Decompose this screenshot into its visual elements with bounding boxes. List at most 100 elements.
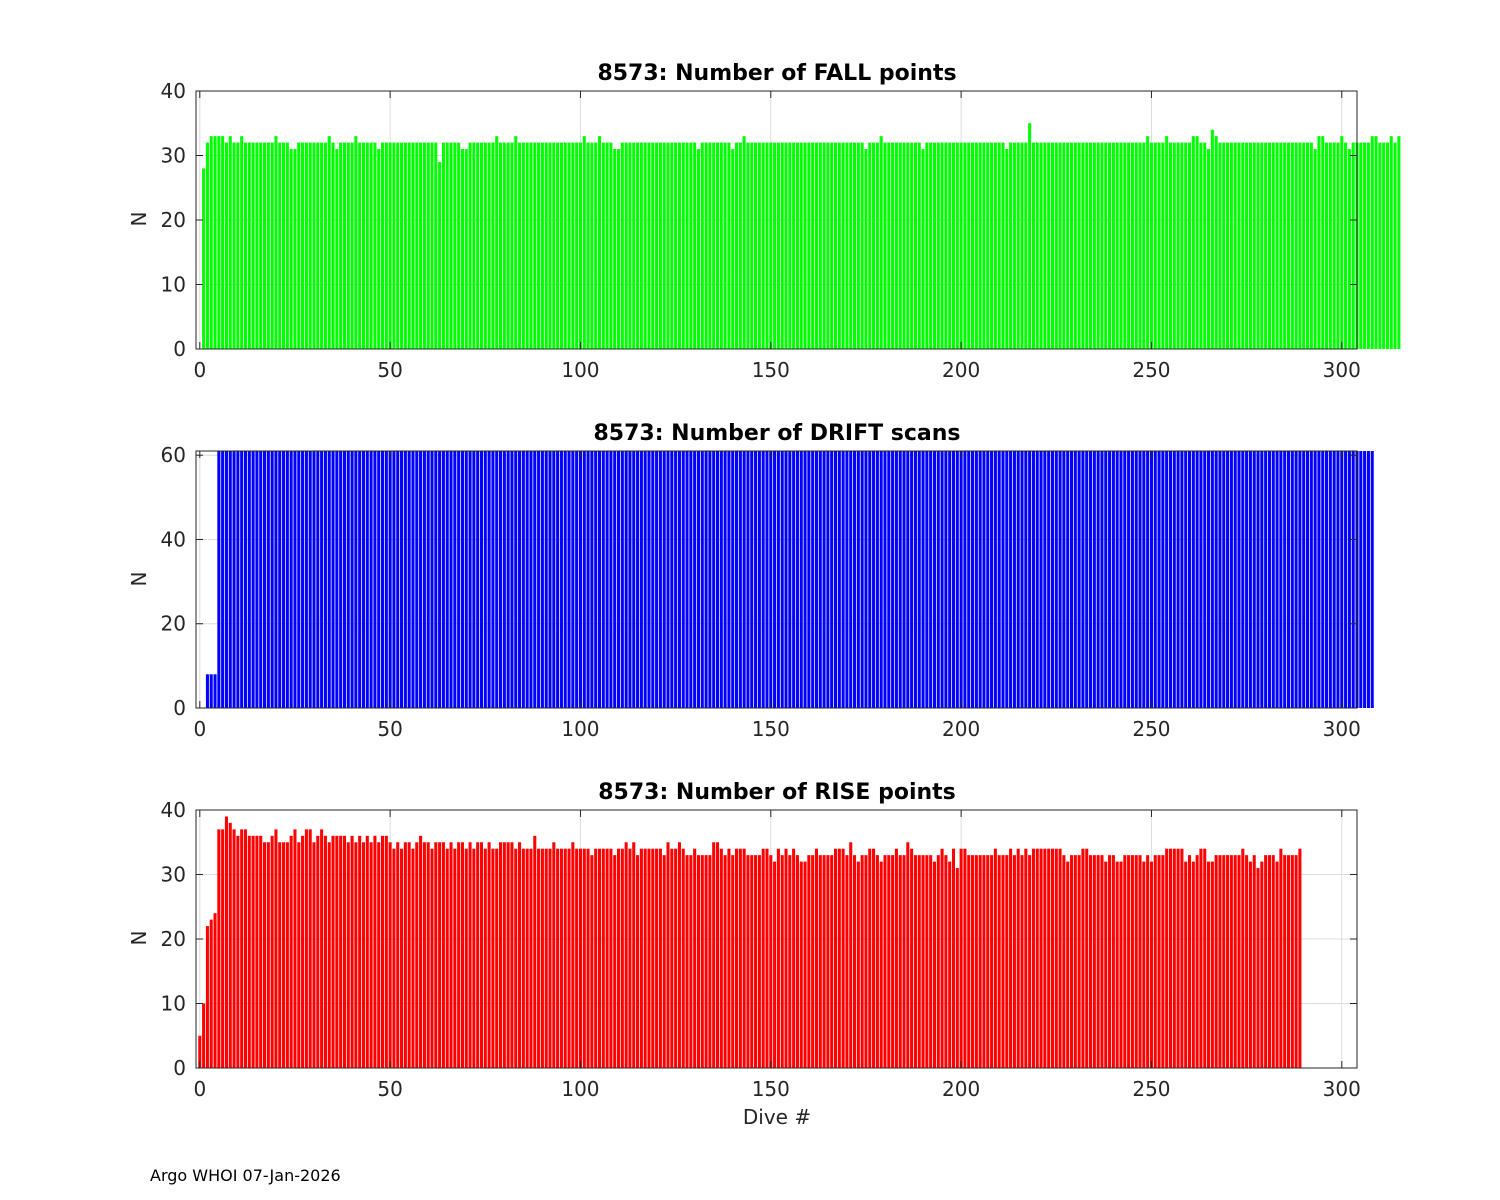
bar: [1187, 451, 1192, 708]
bar: [1031, 142, 1035, 349]
bar: [696, 149, 700, 349]
bar: [757, 855, 761, 1068]
bar: [1366, 451, 1370, 708]
bar: [670, 848, 674, 1068]
bar: [864, 149, 868, 349]
bar: [910, 848, 914, 1068]
bar: [392, 451, 396, 708]
bar: [620, 848, 624, 1068]
y-tick-label: 0: [173, 696, 186, 720]
bar: [750, 142, 754, 349]
bar: [1073, 451, 1077, 708]
bar: [1058, 848, 1062, 1068]
bar: [590, 451, 594, 708]
bar: [1043, 451, 1047, 708]
bar: [814, 142, 818, 349]
bar: [1146, 451, 1150, 708]
bar: [1313, 149, 1317, 349]
bar: [814, 451, 818, 708]
bar: [1184, 142, 1188, 349]
bar: [559, 451, 563, 708]
bar: [948, 142, 952, 349]
bar: [392, 848, 396, 1068]
x-tick-label: 250: [1132, 717, 1170, 741]
bar: [312, 451, 316, 708]
bar: [773, 142, 777, 349]
bar: [1187, 142, 1192, 349]
bar: [266, 142, 270, 349]
bar: [487, 842, 491, 1068]
bar: [837, 142, 841, 349]
bar: [860, 855, 864, 1068]
bar: [373, 835, 377, 1068]
bar: [434, 451, 438, 708]
bar: [833, 848, 838, 1068]
bar: [963, 451, 967, 708]
bar: [1370, 451, 1374, 708]
bar: [373, 142, 377, 349]
bar: [224, 451, 228, 708]
bar: [1123, 855, 1127, 1068]
bar: [1085, 142, 1089, 349]
bar: [1313, 451, 1317, 708]
bar: [856, 861, 860, 1068]
bar: [575, 142, 579, 349]
bar: [251, 142, 255, 349]
bar: [696, 855, 700, 1068]
bar: [868, 451, 872, 708]
bar: [537, 142, 541, 349]
bar: [285, 451, 289, 708]
bar: [898, 451, 902, 708]
bar: [887, 142, 891, 349]
bar: [365, 142, 369, 349]
y-axis-label: N: [127, 212, 151, 227]
bar: [297, 142, 301, 349]
x-tick-label: 300: [1323, 358, 1361, 382]
bar: [1024, 451, 1028, 708]
bar: [491, 848, 495, 1068]
bar: [1302, 451, 1306, 708]
bar: [1332, 451, 1336, 708]
bar: [628, 451, 632, 708]
bar: [875, 855, 879, 1068]
bar: [776, 142, 780, 349]
bar: [400, 142, 404, 349]
bar: [597, 451, 602, 708]
bar: [247, 142, 251, 349]
bar: [297, 842, 301, 1068]
bar: [1035, 142, 1039, 349]
bar: [765, 848, 769, 1068]
bar: [811, 142, 815, 349]
bar: [396, 451, 400, 708]
bar: [384, 835, 388, 1068]
bar: [1172, 848, 1176, 1068]
bar: [571, 842, 575, 1068]
bar: [377, 149, 381, 349]
bar: [457, 842, 461, 1068]
bar: [1347, 451, 1351, 708]
bar: [1252, 142, 1256, 349]
bar: [1058, 142, 1062, 349]
bar: [1016, 451, 1020, 708]
bar: [1001, 142, 1005, 349]
bar: [369, 142, 373, 349]
bar: [1062, 855, 1066, 1068]
bar: [974, 142, 978, 349]
bar: [1073, 855, 1077, 1068]
bar: [1336, 142, 1340, 349]
bar: [278, 842, 282, 1068]
bar: [491, 142, 495, 349]
bar: [1226, 855, 1230, 1068]
bar: [792, 451, 796, 708]
bar: [289, 451, 293, 708]
bar: [814, 848, 818, 1068]
bar: [236, 835, 240, 1068]
bar: [361, 842, 366, 1068]
bar: [860, 142, 864, 349]
bar: [917, 855, 921, 1068]
bar: [955, 868, 959, 1068]
bar: [818, 451, 822, 708]
bar: [1275, 142, 1279, 349]
bar: [719, 451, 723, 708]
bar: [1191, 861, 1195, 1068]
